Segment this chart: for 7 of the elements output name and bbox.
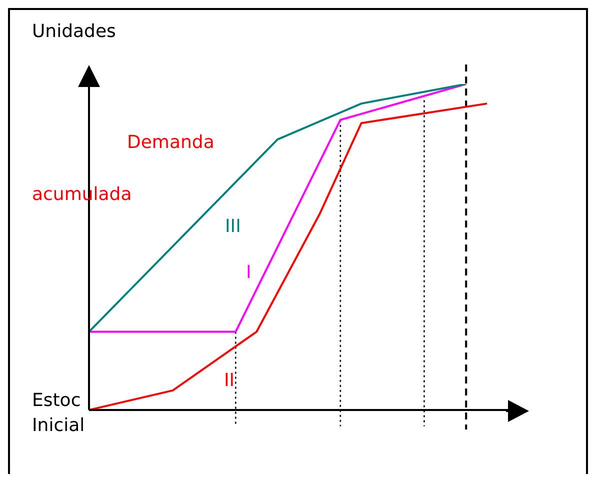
y-axis-title: Unidades xyxy=(32,21,116,42)
text: Estoc xyxy=(32,390,81,411)
series-label: III xyxy=(225,216,241,237)
annotation: Demanda xyxy=(127,132,214,153)
series-label: I xyxy=(246,262,252,283)
series-label: II xyxy=(224,370,235,391)
text: Inicial xyxy=(32,415,85,436)
